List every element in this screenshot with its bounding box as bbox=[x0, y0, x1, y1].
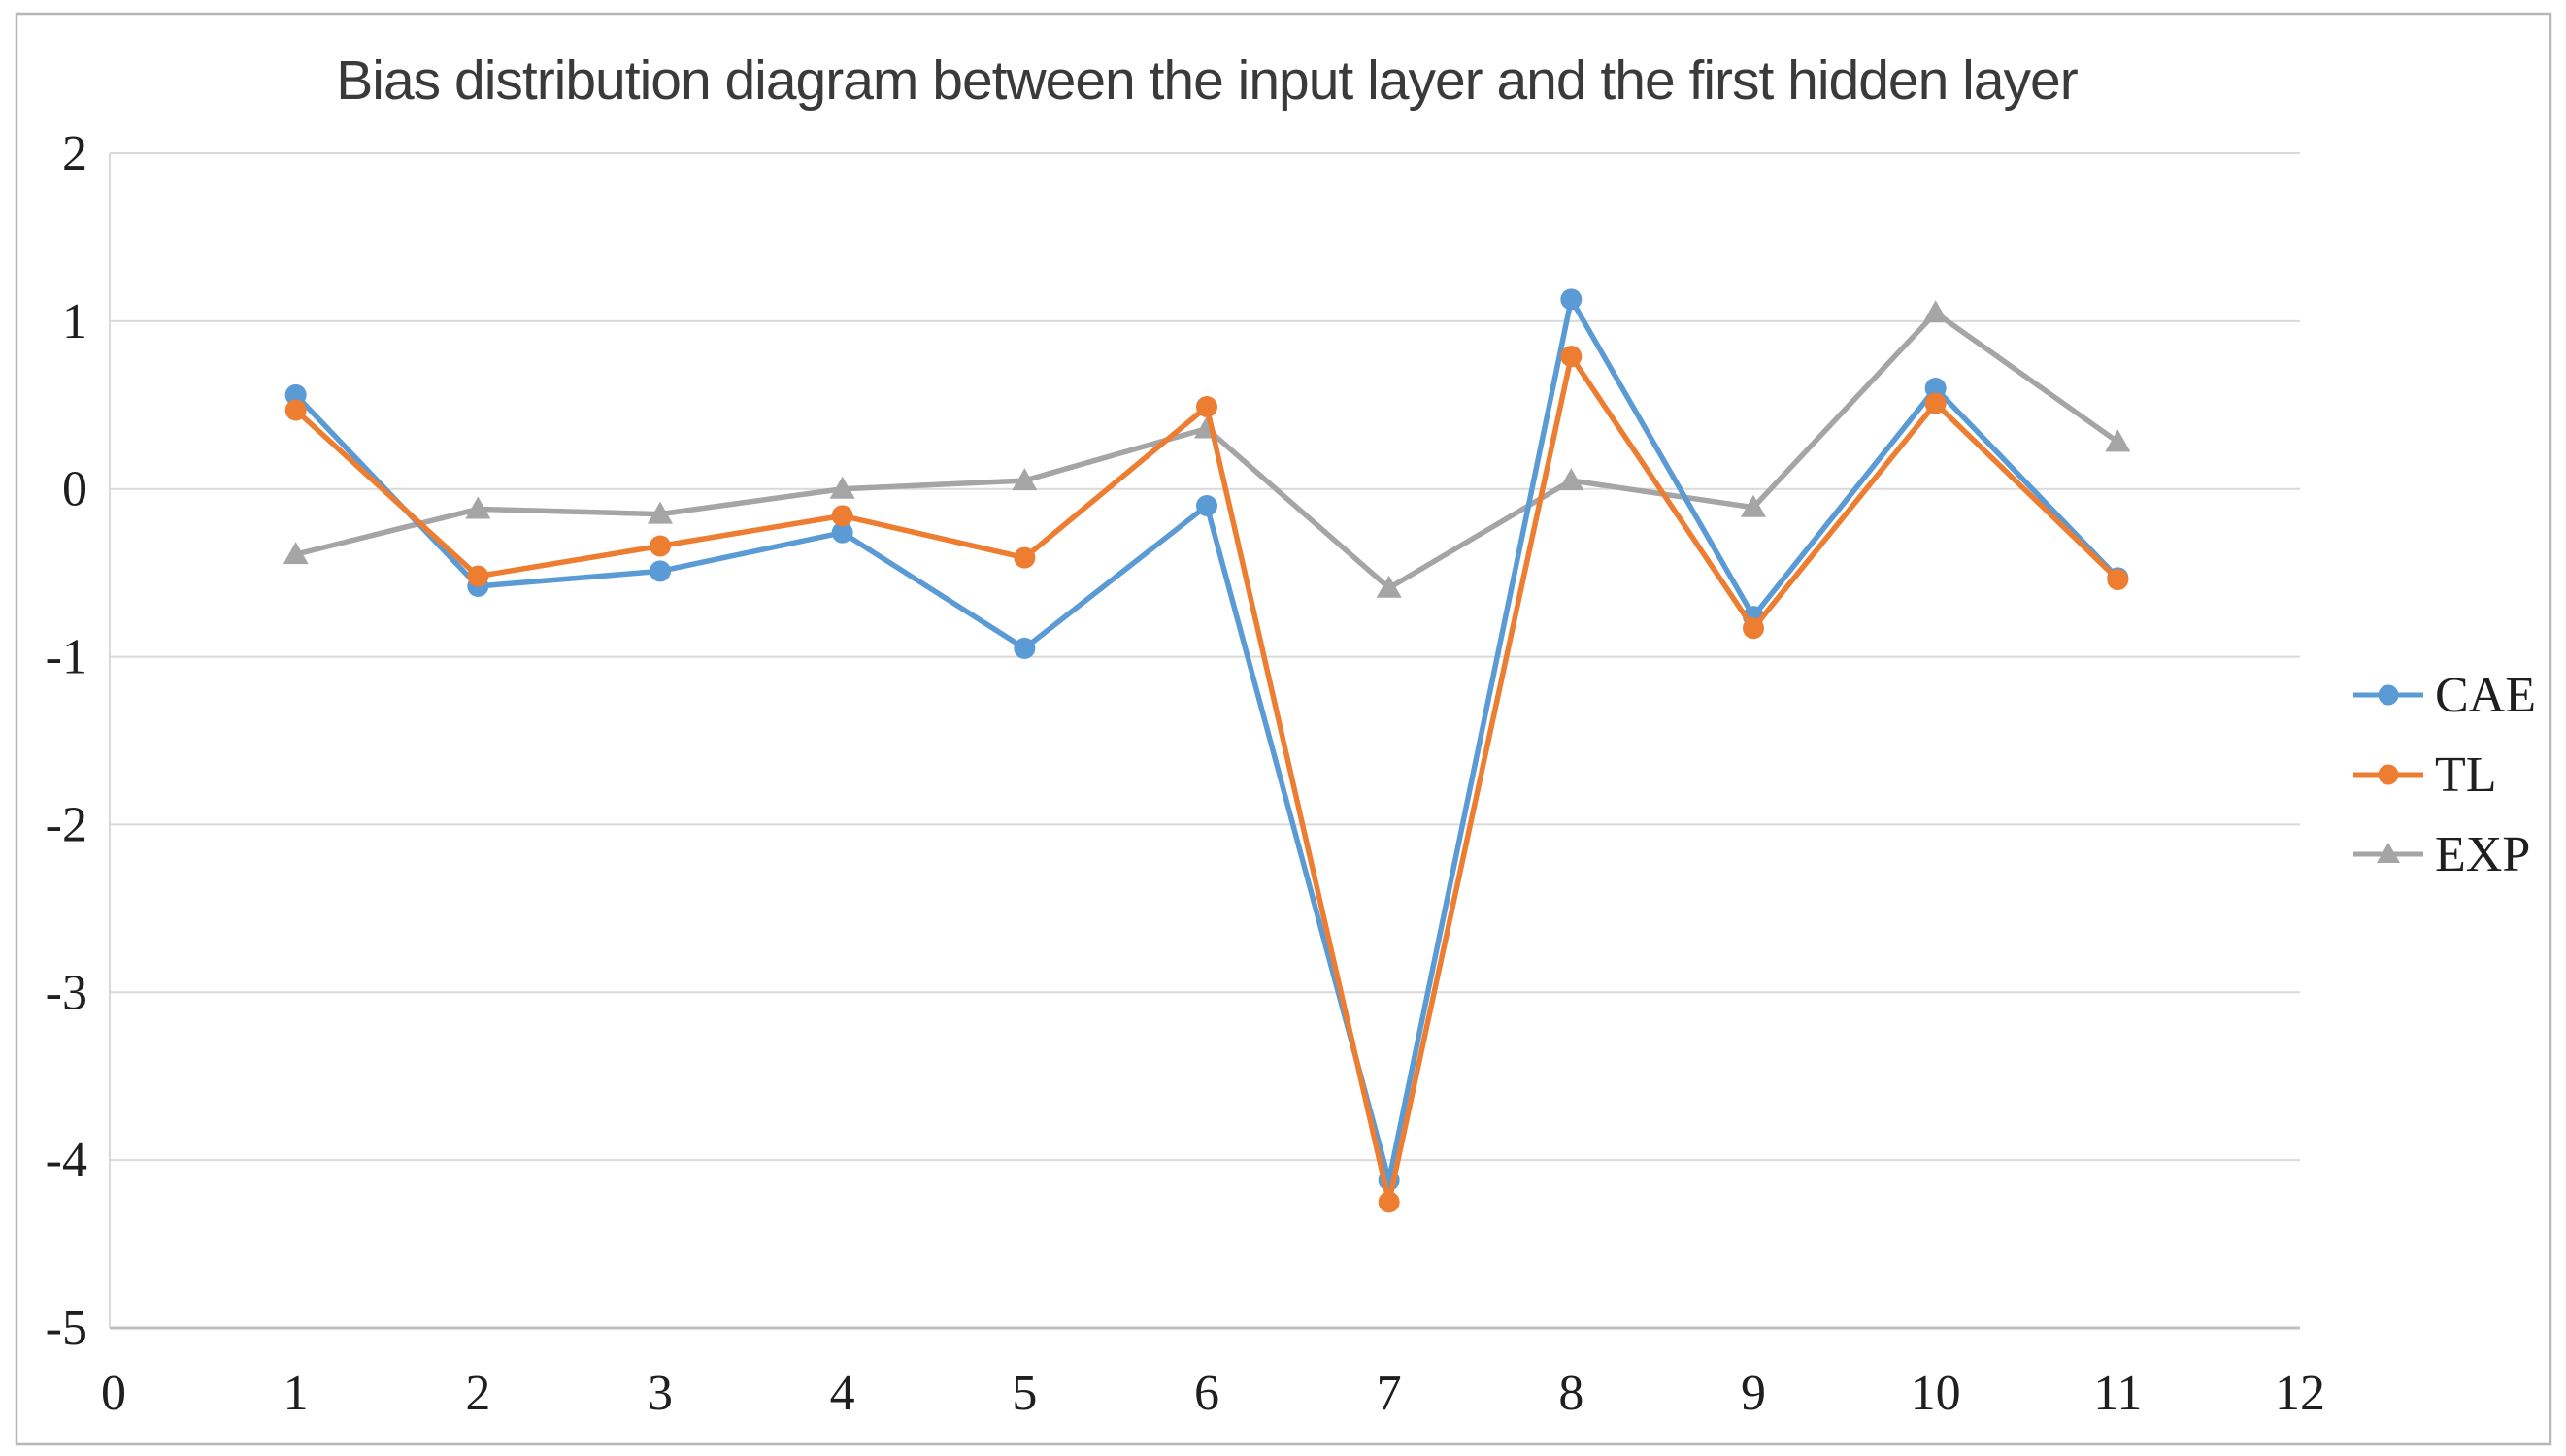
legend-label-TL: TL bbox=[2435, 747, 2497, 803]
y-tick-label--5: -5 bbox=[46, 1301, 87, 1356]
y-tick-label--3: -3 bbox=[46, 965, 87, 1020]
legend-item-CAE: CAE bbox=[2353, 668, 2536, 723]
x-tick-label-6: 6 bbox=[1194, 1366, 1219, 1421]
series-EXP-marker-11 bbox=[2105, 429, 2131, 452]
axes bbox=[109, 153, 2300, 1330]
series-CAE-marker-4 bbox=[831, 521, 853, 544]
x-tick-label-2: 2 bbox=[465, 1366, 490, 1421]
series-TL-marker-6 bbox=[1196, 396, 1217, 418]
series-TL-marker-1 bbox=[284, 399, 307, 421]
series-CAE-marker-3 bbox=[650, 560, 671, 582]
series-EXP-marker-9 bbox=[1741, 494, 1766, 517]
x-tick-label-12: 12 bbox=[2275, 1366, 2325, 1421]
series-EXP-marker-3 bbox=[648, 501, 673, 524]
legend-marker-EXP bbox=[2377, 843, 2400, 863]
series-TL-marker-2 bbox=[467, 565, 489, 587]
tick-labels: 210-1-2-3-4-50 1 2 3 4 5 6 7 8 9 10 11 12 bbox=[46, 126, 2325, 1421]
x-tick-label-3: 3 bbox=[648, 1366, 673, 1421]
x-tick-label-4: 4 bbox=[830, 1366, 855, 1421]
x-tick-label-8: 8 bbox=[1558, 1366, 1583, 1421]
x-tick-label-1: 1 bbox=[283, 1366, 309, 1421]
figure-border bbox=[15, 12, 2552, 1446]
series-TL-marker-5 bbox=[1014, 546, 1036, 569]
x-tick-label-0: 0 bbox=[101, 1366, 126, 1421]
y-tick-label--1: -1 bbox=[46, 630, 87, 685]
legend-marker-CAE bbox=[2378, 684, 2399, 706]
series-EXP-marker-4 bbox=[829, 476, 855, 499]
series-TL-marker-10 bbox=[1924, 392, 1947, 414]
legend-label-CAE: CAE bbox=[2435, 668, 2536, 723]
y-tick-label--2: -2 bbox=[46, 797, 87, 852]
y-tick-label--4: -4 bbox=[46, 1133, 87, 1188]
legend-item-EXP: EXP bbox=[2353, 827, 2530, 882]
gridlines bbox=[110, 152, 2300, 1162]
series-TL-marker-3 bbox=[650, 535, 671, 557]
series-TL-marker-4 bbox=[831, 505, 853, 527]
legend-marker-TL bbox=[2378, 764, 2399, 785]
series-TL-marker-11 bbox=[2107, 569, 2129, 591]
series-TL-marker-9 bbox=[1743, 617, 1764, 640]
series-CAE-marker-6 bbox=[1196, 495, 1217, 516]
chart-title: Bias distribution diagram between the in… bbox=[336, 50, 2078, 112]
x-tick-label-11: 11 bbox=[2093, 1366, 2142, 1421]
y-tick-label-0: 0 bbox=[62, 462, 87, 517]
series-EXP-marker-7 bbox=[1376, 575, 1402, 598]
legend-item-TL: TL bbox=[2353, 747, 2497, 803]
series-EXP-marker-2 bbox=[465, 496, 491, 519]
series-EXP-marker-10 bbox=[1922, 300, 1949, 323]
series-EXP-marker-5 bbox=[1012, 468, 1038, 491]
y-tick-label-2: 2 bbox=[62, 126, 87, 182]
y-tick-label-1: 1 bbox=[62, 294, 87, 349]
series-CAE-marker-10 bbox=[1924, 378, 1947, 399]
x-tick-label-10: 10 bbox=[1911, 1366, 1961, 1421]
series-CAE-marker-8 bbox=[1560, 288, 1583, 311]
x-tick-label-7: 7 bbox=[1377, 1366, 1402, 1421]
series-EXP-marker-1 bbox=[283, 542, 309, 565]
x-tick-label-5: 5 bbox=[1012, 1366, 1037, 1421]
series-CAE-marker-5 bbox=[1014, 637, 1036, 659]
series bbox=[283, 288, 2131, 1213]
series-TL-marker-7 bbox=[1378, 1191, 1400, 1213]
legend: CAE TL EXP bbox=[2353, 668, 2536, 882]
series-EXP-marker-8 bbox=[1558, 468, 1584, 491]
x-tick-label-9: 9 bbox=[1741, 1366, 1766, 1421]
legend-label-EXP: EXP bbox=[2435, 827, 2530, 882]
series-TL-marker-8 bbox=[1560, 346, 1583, 368]
series-CAE-marker-1 bbox=[284, 383, 307, 406]
